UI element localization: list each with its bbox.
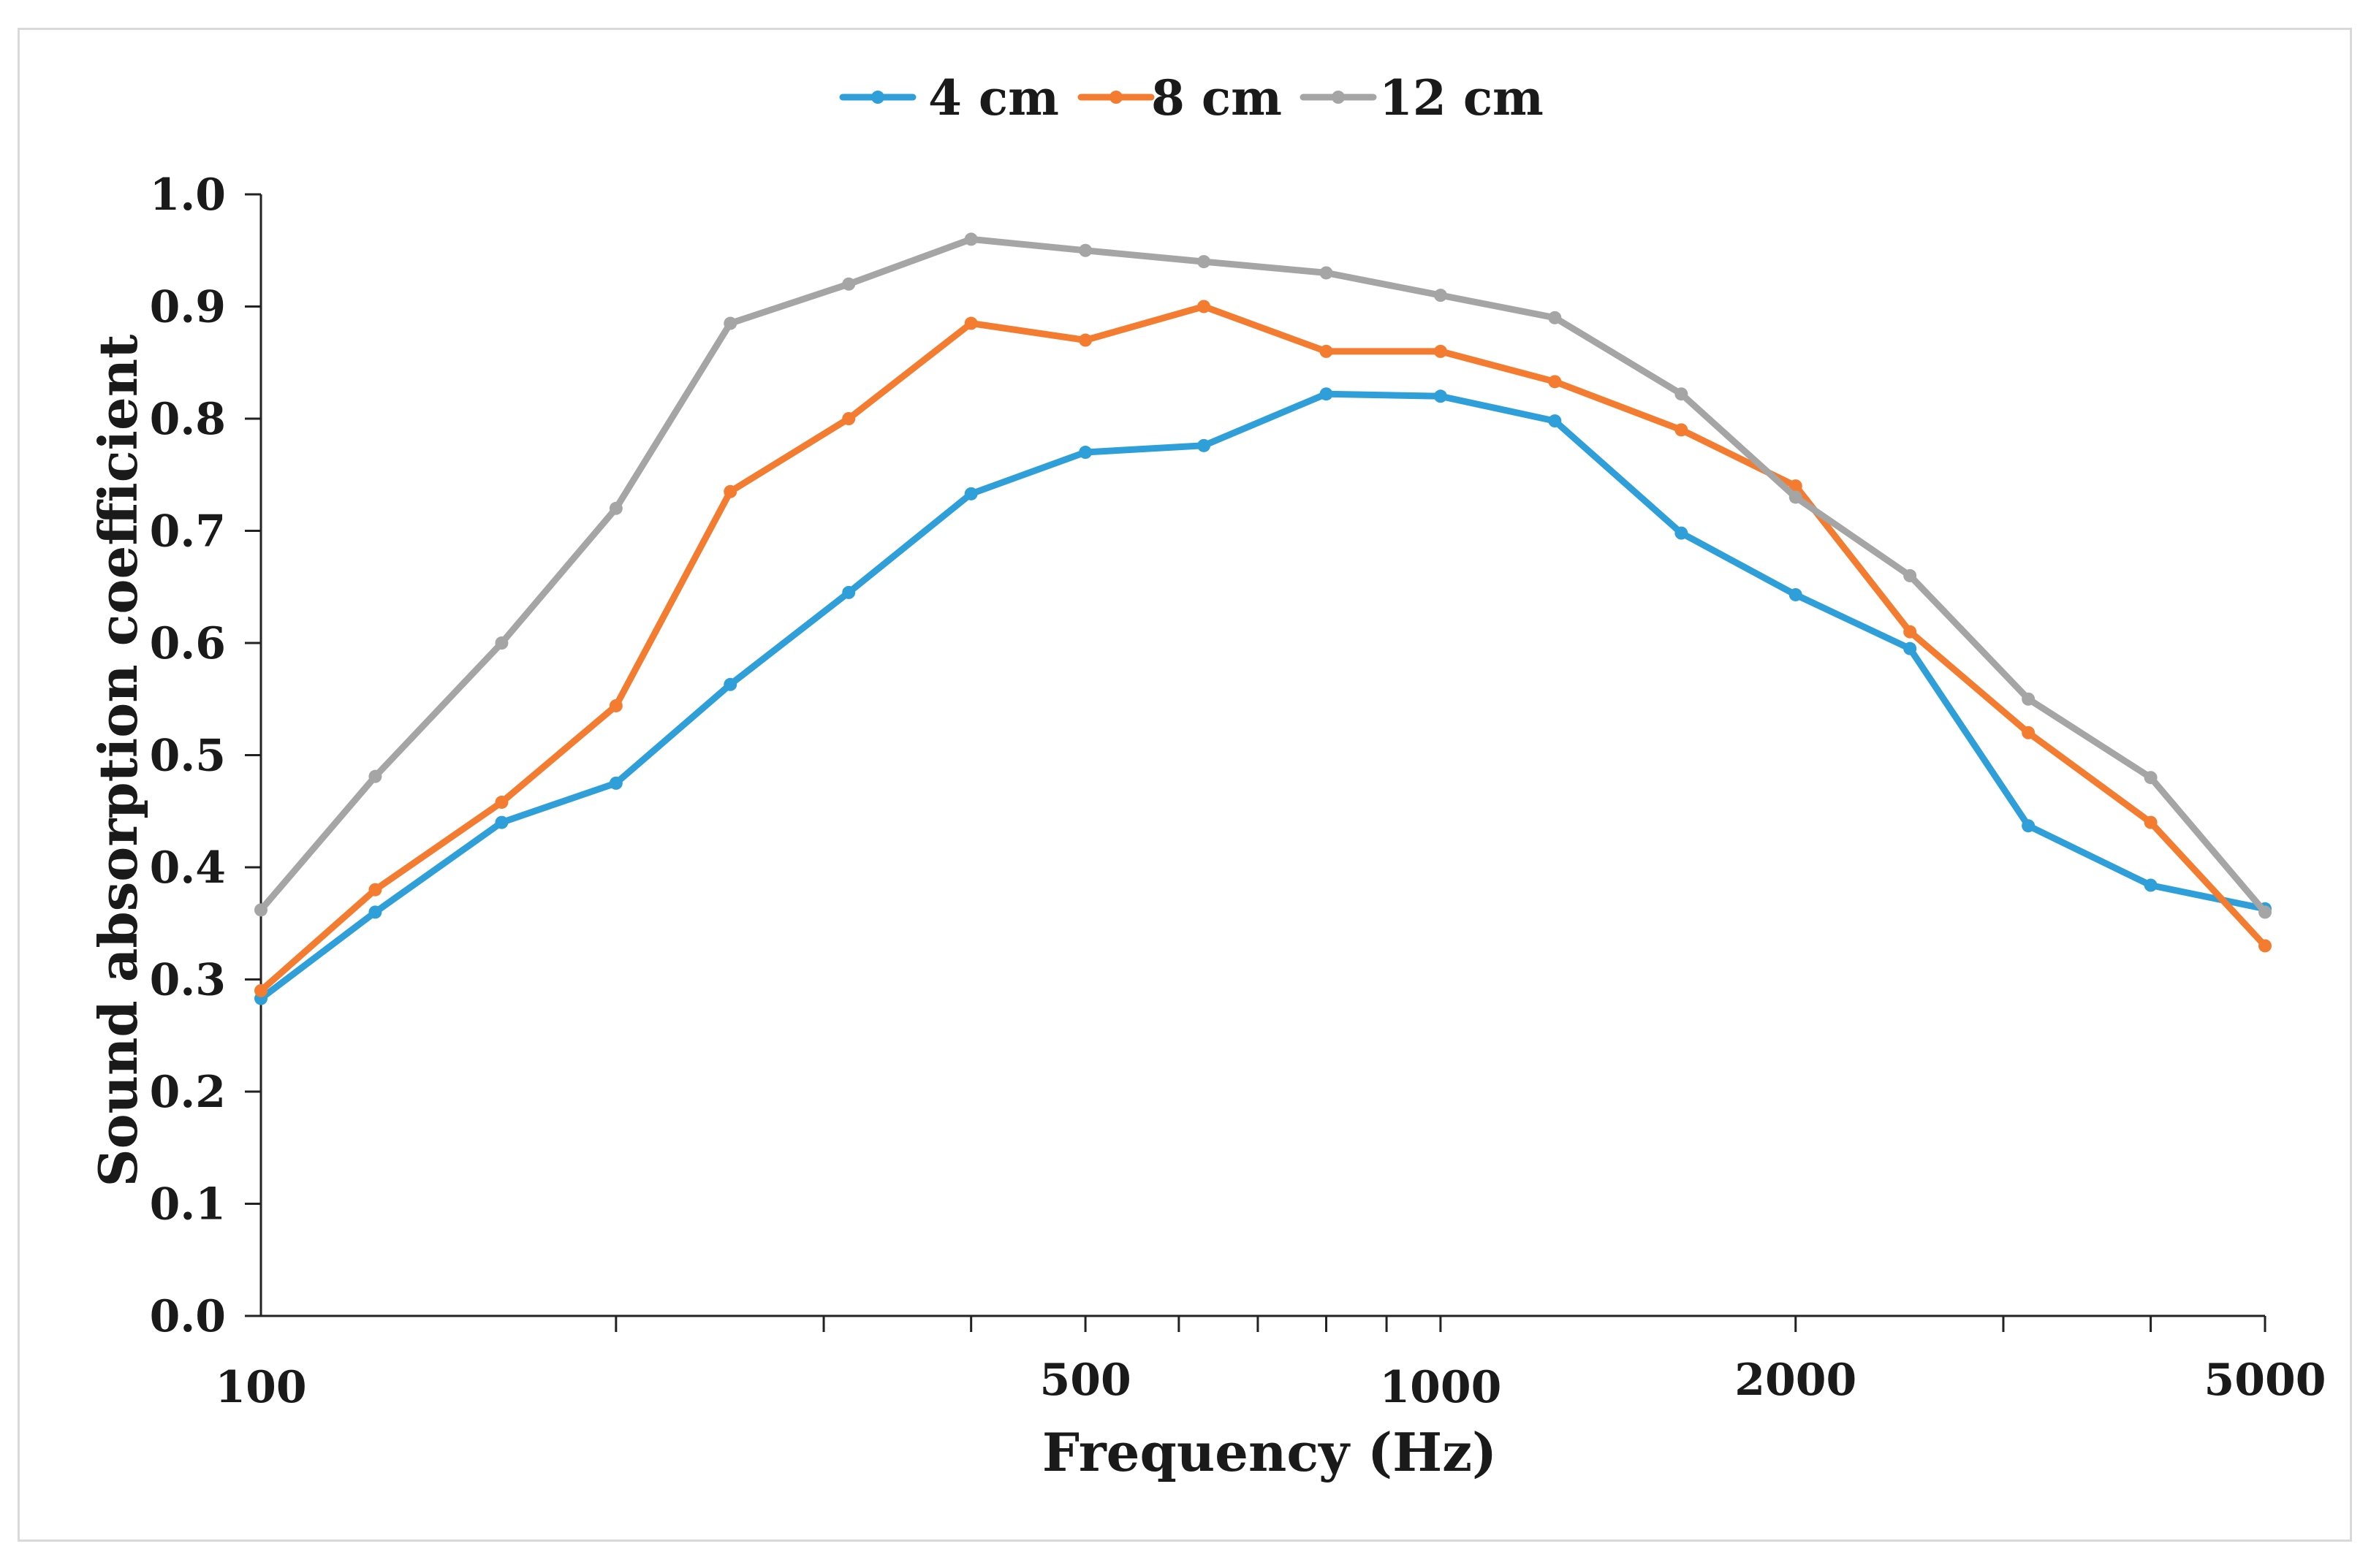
legend-marker xyxy=(871,91,884,104)
data-point-4-cm xyxy=(1319,387,1333,401)
x-axis-title: Frequency (Hz) xyxy=(1042,1421,1497,1483)
data-point-12-cm xyxy=(2258,905,2272,919)
y-tick-label: 0.4 xyxy=(150,842,226,894)
data-point-4-cm xyxy=(368,905,382,919)
data-point-4-cm xyxy=(1903,642,1917,655)
data-point-4-cm xyxy=(964,487,978,501)
data-point-8-cm xyxy=(495,795,509,809)
x-tick-label: 2000 xyxy=(1734,1355,1856,1406)
data-point-12-cm xyxy=(964,232,978,246)
y-tick-label: 0.3 xyxy=(150,955,226,1006)
data-point-4-cm xyxy=(1674,526,1688,540)
data-point-12-cm xyxy=(1674,387,1688,401)
data-point-8-cm xyxy=(1319,344,1333,358)
data-point-8-cm xyxy=(842,412,856,425)
data-point-8-cm xyxy=(609,699,623,712)
data-point-4-cm xyxy=(724,677,737,691)
y-tick-label: 0.7 xyxy=(150,506,226,557)
series-layer xyxy=(254,232,2272,1005)
legend-marker xyxy=(1109,91,1123,104)
data-point-12-cm xyxy=(368,769,382,783)
chart-frame: 0.0 0.1 0.2 0.3 0.4 0.5 0.6 0.7 0.8 0.9 1.0 100 500 1… xyxy=(18,28,2352,1542)
data-point-12-cm xyxy=(1788,490,1802,504)
data-point-8-cm xyxy=(1548,375,1562,389)
y-axis-title: Sound absorption coefficient xyxy=(87,335,149,1187)
data-point-4-cm xyxy=(609,776,623,790)
data-point-12-cm xyxy=(724,316,737,330)
data-point-12-cm xyxy=(842,277,856,291)
legend: 4 cm 8 cm 12 cm xyxy=(839,69,1544,126)
x-tick-label: 100 xyxy=(215,1362,306,1413)
data-point-4-cm xyxy=(495,815,509,829)
data-point-4-cm xyxy=(2022,819,2036,833)
legend-marker xyxy=(1332,91,1345,104)
data-point-12-cm xyxy=(1197,255,1211,269)
data-point-4-cm xyxy=(1548,414,1562,428)
data-point-8-cm xyxy=(254,983,268,997)
data-point-8-cm xyxy=(1197,300,1211,313)
legend-label: 8 cm xyxy=(1151,69,1282,126)
y-tick-label: 0.8 xyxy=(150,394,226,445)
data-point-12-cm xyxy=(609,501,623,515)
data-point-4-cm xyxy=(1433,389,1447,403)
data-point-12-cm xyxy=(2144,771,2158,785)
data-point-8-cm xyxy=(1079,333,1093,347)
data-point-12-cm xyxy=(1079,243,1093,257)
x-tick-label: 500 xyxy=(1039,1355,1131,1406)
y-tick-label: 0.5 xyxy=(150,731,226,782)
data-point-4-cm xyxy=(2144,878,2158,892)
data-point-8-cm xyxy=(1433,344,1447,358)
data-point-8-cm xyxy=(368,883,382,897)
data-point-12-cm xyxy=(1319,266,1333,280)
series-line-4-cm xyxy=(257,390,2269,1002)
data-point-8-cm xyxy=(2258,939,2272,953)
data-point-12-cm xyxy=(2022,692,2036,706)
data-point-4-cm xyxy=(1788,587,1802,601)
data-point-12-cm xyxy=(1433,289,1447,302)
y-tick-label: 0.2 xyxy=(150,1067,226,1118)
data-point-12-cm xyxy=(1903,568,1917,582)
data-point-8-cm xyxy=(2144,815,2158,829)
x-tick-label: 5000 xyxy=(2204,1355,2326,1406)
x-tick-label: 1000 xyxy=(1379,1362,1501,1413)
data-point-8-cm xyxy=(1674,423,1688,437)
line-chart: 0.0 0.1 0.2 0.3 0.4 0.5 0.6 0.7 0.8 0.9 1.0 100 500 1… xyxy=(87,69,2326,1483)
y-tick-label: 0.9 xyxy=(150,282,226,333)
y-tick-label: 0.0 xyxy=(150,1291,226,1342)
data-point-4-cm xyxy=(1197,438,1211,452)
legend-label: 4 cm xyxy=(928,69,1059,126)
data-point-12-cm xyxy=(254,903,268,917)
data-point-8-cm xyxy=(2022,726,2036,739)
axes: 0.0 0.1 0.2 0.3 0.4 0.5 0.6 0.7 0.8 0.9 1.0 100 500 1… xyxy=(150,170,2326,1413)
data-point-4-cm xyxy=(1079,446,1093,460)
data-point-8-cm xyxy=(724,484,737,498)
y-tick-label: 0.6 xyxy=(150,618,226,669)
data-point-8-cm xyxy=(964,316,978,330)
y-tick-label: 1.0 xyxy=(150,170,226,221)
data-point-4-cm xyxy=(842,585,856,599)
legend-label: 12 cm xyxy=(1379,69,1544,126)
y-tick-label: 0.1 xyxy=(150,1179,226,1230)
data-point-12-cm xyxy=(1548,311,1562,324)
series-line-8-cm xyxy=(257,303,2269,994)
data-point-12-cm xyxy=(495,636,509,650)
data-point-8-cm xyxy=(1903,625,1917,639)
data-point-8-cm xyxy=(1788,479,1802,493)
series-line-12-cm xyxy=(257,235,2269,916)
